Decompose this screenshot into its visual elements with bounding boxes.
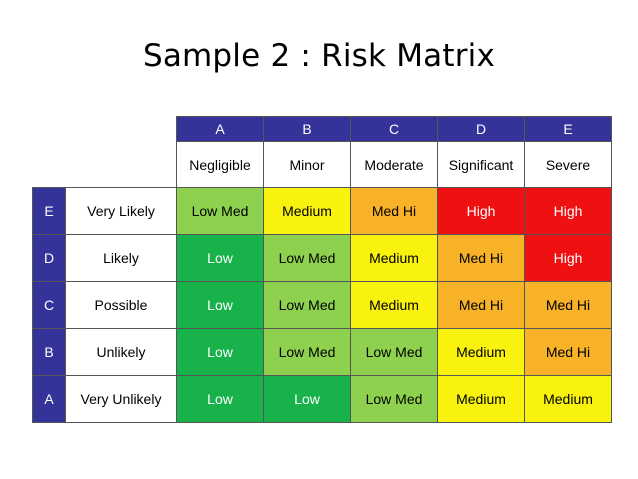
- column-label: Minor: [263, 141, 351, 188]
- row-label: Likely: [65, 234, 177, 282]
- risk-cell: Low: [176, 281, 264, 329]
- risk-cell: Low Med: [263, 234, 351, 282]
- risk-cell: Med Hi: [524, 328, 612, 376]
- risk-cell: Medium: [350, 234, 438, 282]
- blank-corner: [33, 142, 66, 188]
- column-label: Significant: [437, 141, 525, 188]
- blank-corner: [66, 142, 177, 188]
- table-row: C Possible Low Low Med Medium Med Hi Med…: [32, 281, 612, 329]
- risk-cell: Low Med: [350, 375, 438, 423]
- column-letter: C: [350, 116, 438, 142]
- risk-cell: Medium: [263, 187, 351, 235]
- table-row: B Unlikely Low Low Med Low Med Medium Me…: [32, 328, 612, 376]
- table-row: D Likely Low Low Med Medium Med Hi High: [32, 234, 612, 282]
- risk-cell: Low Med: [176, 187, 264, 235]
- row-letter: A: [32, 375, 66, 423]
- risk-cell: Low: [263, 375, 351, 423]
- column-letter: E: [524, 116, 612, 142]
- column-letter: B: [263, 116, 351, 142]
- risk-cell: Med Hi: [437, 281, 525, 329]
- row-letter: D: [32, 234, 66, 282]
- blank-corner: [66, 117, 177, 142]
- risk-cell: Medium: [524, 375, 612, 423]
- risk-cell: Medium: [437, 375, 525, 423]
- column-letter: A: [176, 116, 264, 142]
- column-label: Negligible: [176, 141, 264, 188]
- column-label: Severe: [524, 141, 612, 188]
- risk-cell: High: [524, 234, 612, 282]
- table-row: E Very Likely Low Med Medium Med Hi High…: [32, 187, 612, 235]
- risk-cell: Low: [176, 234, 264, 282]
- risk-cell: Medium: [437, 328, 525, 376]
- risk-cell: Low Med: [350, 328, 438, 376]
- risk-cell: High: [524, 187, 612, 235]
- risk-cell: Low: [176, 328, 264, 376]
- row-label: Unlikely: [65, 328, 177, 376]
- risk-cell: Medium: [350, 281, 438, 329]
- risk-cell: Low Med: [263, 281, 351, 329]
- row-letter: E: [32, 187, 66, 235]
- page-title: Sample 2 : Risk Matrix: [142, 38, 496, 74]
- column-label: Moderate: [350, 141, 438, 188]
- risk-matrix-table: A B C D E Negligible Minor Moderate Sign…: [32, 116, 612, 423]
- column-letter: D: [437, 116, 525, 142]
- row-letter: C: [32, 281, 66, 329]
- table-row: A Very Unlikely Low Low Low Med Medium M…: [32, 375, 612, 423]
- risk-cell: High: [437, 187, 525, 235]
- row-label: Possible: [65, 281, 177, 329]
- risk-cell: Low Med: [263, 328, 351, 376]
- risk-cell: Med Hi: [524, 281, 612, 329]
- blank-corner: [33, 117, 66, 142]
- risk-cell: Low: [176, 375, 264, 423]
- risk-cell: Med Hi: [350, 187, 438, 235]
- column-label-row: Negligible Minor Moderate Significant Se…: [33, 141, 612, 188]
- row-label: Very Likely: [65, 187, 177, 235]
- risk-cell: Med Hi: [437, 234, 525, 282]
- row-letter: B: [32, 328, 66, 376]
- column-letter-row: A B C D E: [33, 116, 612, 142]
- row-label: Very Unlikely: [65, 375, 177, 423]
